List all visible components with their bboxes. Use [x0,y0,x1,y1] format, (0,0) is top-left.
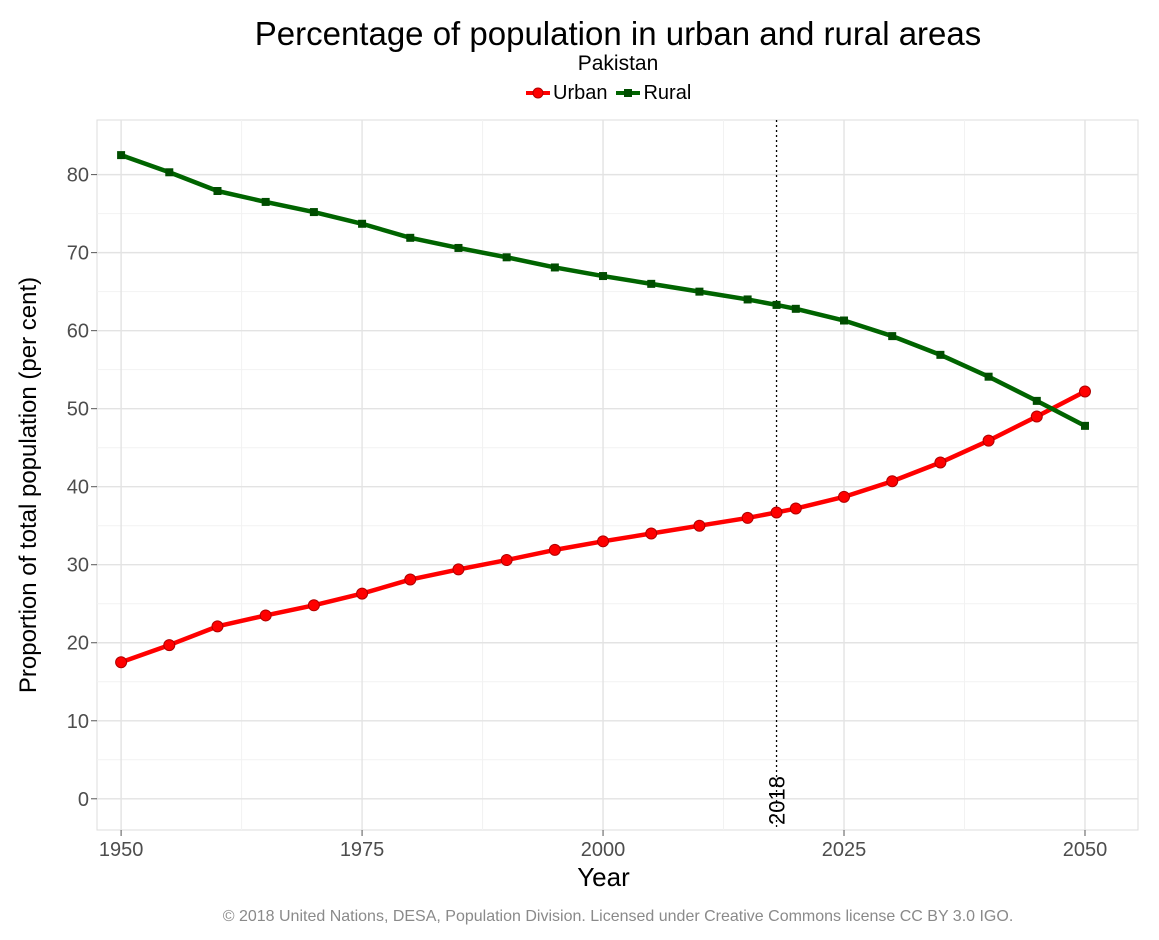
y-axis-label: Proportion of total population (per cent… [15,277,42,693]
data-point-rural [550,263,559,272]
data-point-rural [1080,421,1089,430]
y-tick-label: 0 [78,789,89,811]
legend-item-rural: Rural [615,82,691,105]
data-point-urban [500,554,513,567]
data-point-urban [838,490,851,503]
legend-item-urban: Urban [525,82,607,105]
data-point-urban [404,573,417,586]
data-point-urban [115,656,128,669]
data-point-rural [261,197,270,206]
data-point-rural [165,168,174,177]
data-point-rural [840,316,849,325]
data-point-urban [982,434,995,447]
data-point-urban [886,475,899,488]
data-point-urban [163,639,176,652]
data-point-rural [984,372,993,381]
data-point-urban [307,599,320,612]
data-point-urban [597,535,610,548]
data-point-urban [211,620,224,633]
data-point-rural [695,287,704,296]
data-point-rural [454,243,463,252]
y-tick-label: 70 [67,243,89,265]
data-point-rural [743,295,752,304]
x-tick-label: 2025 [822,839,867,861]
data-point-urban [770,506,783,519]
y-tick-label: 20 [67,633,89,655]
data-point-urban [741,511,754,524]
series-line-rural [120,152,1087,428]
plot-panel [96,119,1139,831]
x-tick-label: 1975 [340,839,385,861]
data-point-urban [789,502,802,515]
data-point-rural [117,151,126,160]
series-line-urban [120,389,1087,665]
data-point-rural [406,233,415,242]
copyright-footer: © 2018 United Nations, DESA, Population … [222,908,1014,925]
data-point-urban [645,527,658,540]
x-tick-label: 1950 [99,839,144,861]
data-point-urban [693,519,706,532]
data-point-urban [356,587,369,600]
data-point-rural [888,332,897,341]
data-point-rural [599,272,608,281]
y-tick-label: 40 [67,477,89,499]
legend-key-urban [526,87,550,99]
data-point-urban [259,609,272,622]
data-point-rural [772,300,781,309]
legend: Urban Rural [525,80,699,106]
data-point-rural [309,208,318,217]
data-point-rural [791,304,800,313]
y-tick-label: 50 [67,399,89,421]
legend-label-rural: Rural [643,81,692,104]
data-point-rural [213,187,222,195]
chart-title: Percentage of population in urban and ru… [254,15,982,52]
y-tick-label: 80 [67,165,89,187]
data-point-rural [936,350,945,359]
x-axis-label: Year [577,862,630,892]
data-point-rural [647,279,656,288]
chart-subtitle: Pakistan [577,52,659,75]
data-point-urban [452,563,465,576]
reference-line-label: 2018 [765,776,790,825]
legend-label-urban: Urban [553,81,608,104]
data-point-urban [1078,385,1091,398]
chart-canvas: 0 10 20 30 40 50 60 70 80 1950 1975 2000 2025 2050 Yea… [15,119,1139,892]
x-tick-label: 2050 [1063,839,1108,861]
data-point-rural [502,253,511,262]
y-tick-label: 60 [67,321,89,343]
data-point-rural [1032,396,1041,405]
data-point-urban [548,543,561,556]
data-point-urban [934,456,947,469]
data-point-urban [1030,410,1043,423]
legend-key-rural [616,89,641,97]
data-point-rural [358,219,367,228]
y-tick-label: 10 [67,711,89,733]
x-tick-label: 2000 [581,839,626,861]
y-tick-label: 30 [67,555,89,577]
